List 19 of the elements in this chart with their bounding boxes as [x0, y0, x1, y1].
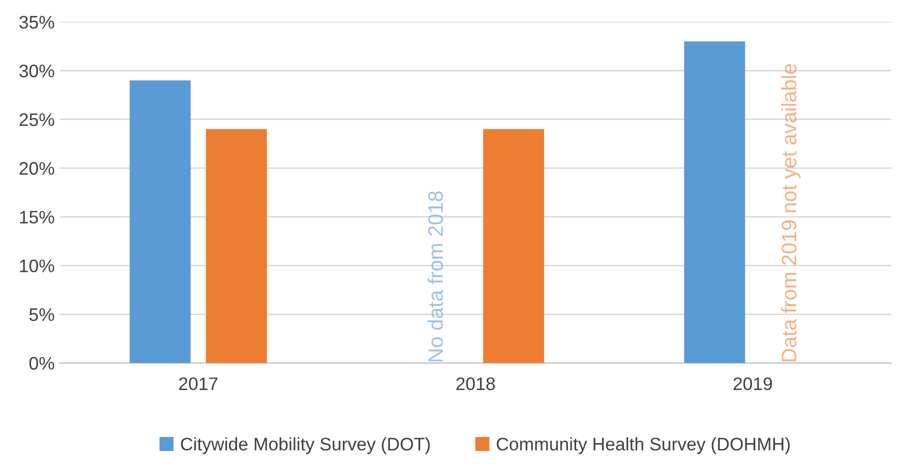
bar [483, 129, 544, 364]
y-tick-label: 5% [29, 308, 54, 322]
y-tick-label: 35% [19, 16, 54, 29]
y-tick-label: 10% [20, 259, 54, 272]
y-tick-label: 25% [20, 113, 54, 126]
legend-label: Citywide Mobility Survey (DOT) [180, 437, 430, 454]
legend-label: Community Health Survey (DOHMH) [496, 437, 790, 454]
annotation: No data from 2018 [428, 191, 443, 362]
y-tick-label: 20% [20, 162, 54, 175]
x-tick-label: 2017 [179, 377, 218, 390]
x-tick-label: 2019 [734, 377, 772, 390]
annotation: Data from 2019 not yet available [781, 64, 801, 362]
bar [130, 80, 191, 364]
x-tick-label: 2018 [456, 377, 495, 390]
y-tick-label: 0% [29, 356, 54, 370]
y-tick-label: 30% [19, 64, 54, 78]
bar [206, 129, 267, 364]
y-tick-label: 15% [20, 210, 54, 224]
bar [684, 41, 746, 364]
